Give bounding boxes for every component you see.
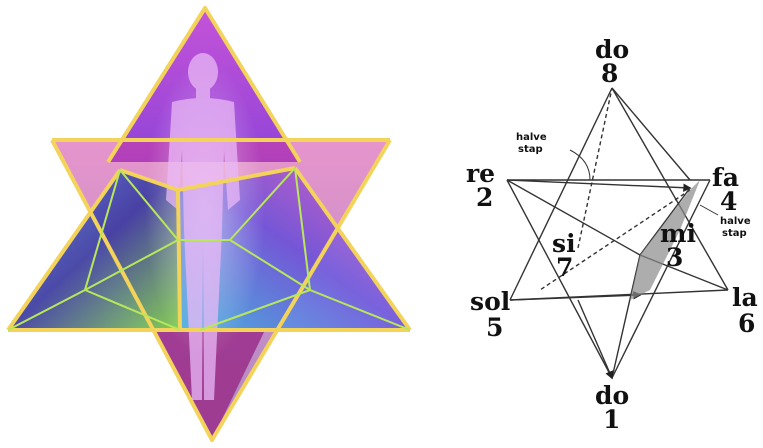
gold-frame-edges xyxy=(6,6,412,442)
note-number-7: 7 xyxy=(556,253,573,282)
note-number-3: 3 xyxy=(666,243,683,272)
halve-stap-top-line2: stap xyxy=(518,144,543,155)
note-label-sol: sol xyxy=(470,287,510,316)
note-number-8: 8 xyxy=(601,59,618,88)
note-number-4: 4 xyxy=(720,187,737,216)
note-number-5: 5 xyxy=(486,313,503,342)
halve-stap-top-line1: halve xyxy=(516,132,547,143)
note-label-fa: fa xyxy=(712,163,739,192)
halve-stap-top-leader xyxy=(569,149,591,181)
halve-stap-right-leader xyxy=(699,204,719,216)
note-label-mi: mi xyxy=(660,219,696,248)
diagram-lines xyxy=(506,87,729,380)
halve-stap-right-line2: stap xyxy=(722,228,747,239)
human-figure xyxy=(166,53,240,400)
note-number-1: 1 xyxy=(603,405,620,434)
note-number-6: 6 xyxy=(738,309,755,338)
note-number-2: 2 xyxy=(476,183,493,212)
halve-stap-right-line1: halve xyxy=(720,216,751,227)
note-label-do-top: do xyxy=(595,35,629,64)
shaded-face xyxy=(630,180,700,300)
note-label-si: si xyxy=(552,229,576,258)
inner-lattice-edges xyxy=(7,167,411,331)
note-label-la: la xyxy=(732,283,758,312)
merkaba-star-illustration xyxy=(6,6,412,442)
octave-star-diagram: do 8 re 2 fa 4 mi 3 si 7 sol 5 la 6 do 1… xyxy=(466,35,758,434)
note-label-re: re xyxy=(466,159,495,188)
left-tetra-face xyxy=(8,170,180,330)
note-label-do-bottom: do xyxy=(595,381,629,410)
